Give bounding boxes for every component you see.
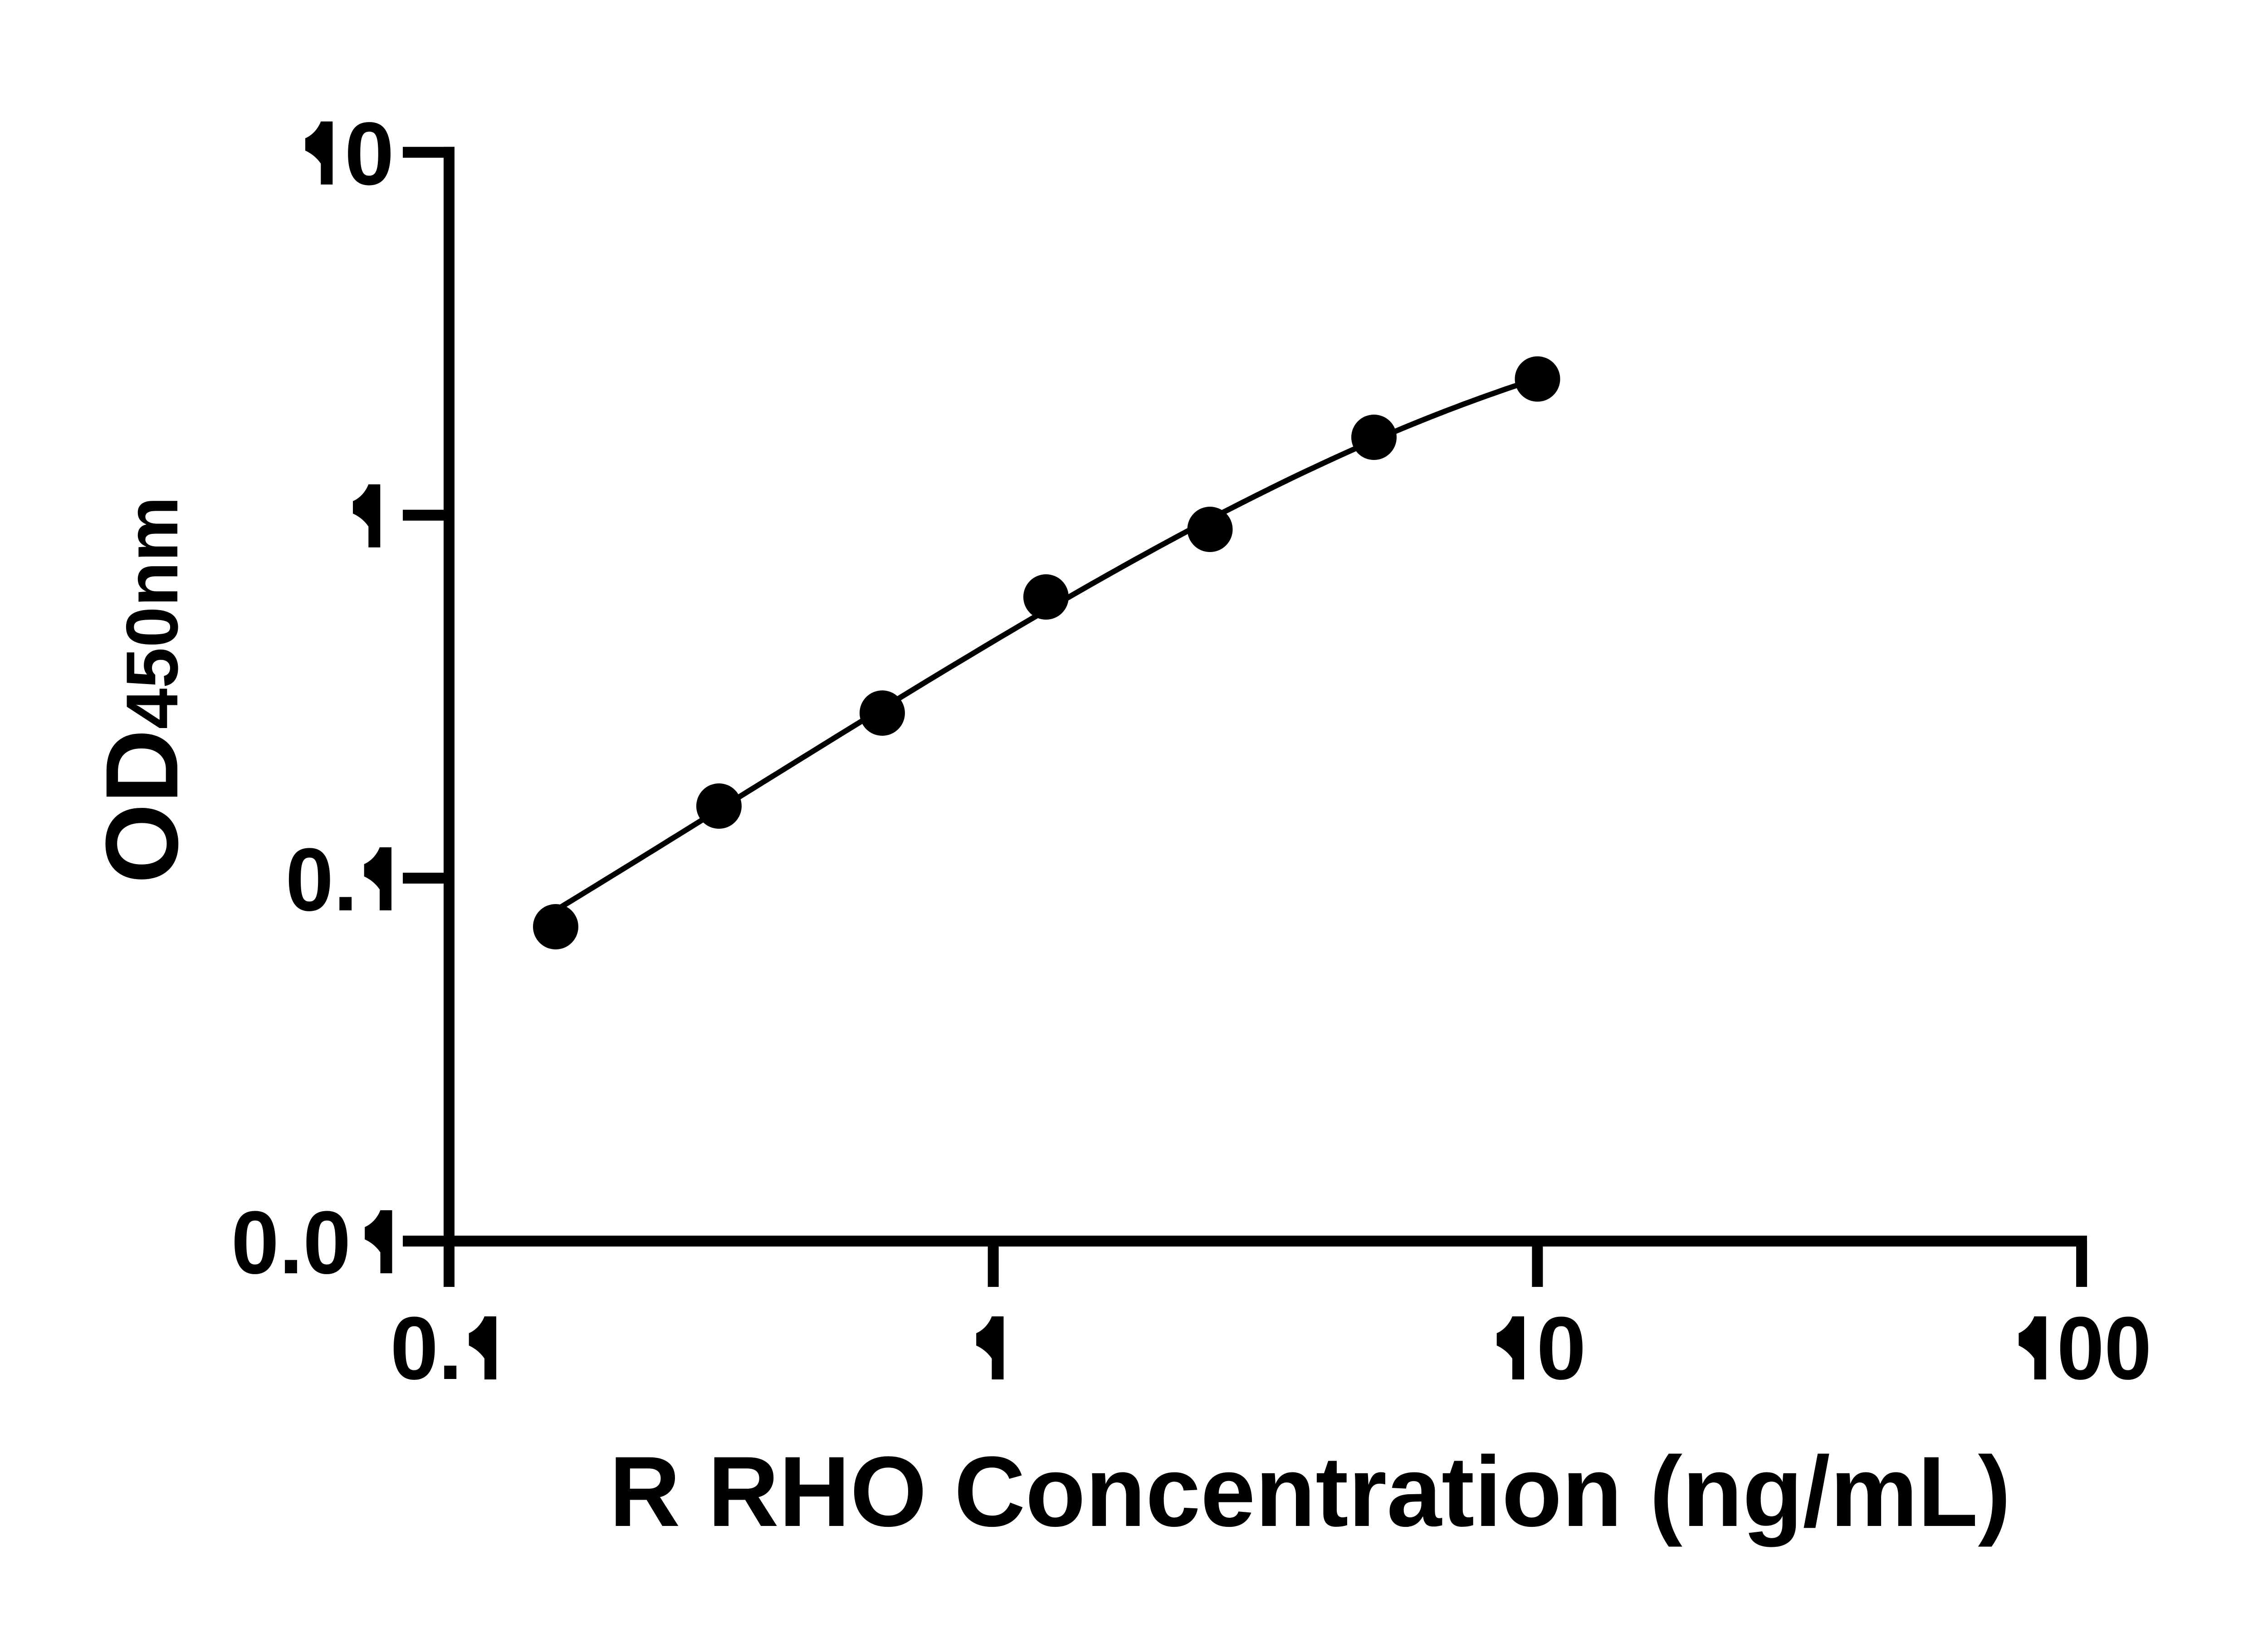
svg-text:0: 0 [1536,1298,1586,1398]
svg-text:00: 00 [2057,1298,2152,1398]
svg-text:OD450nm: OD450nm [85,496,200,884]
svg-text:R RHO Concentration (ng/mL): R RHO Concentration (ng/mL) [609,1436,2011,1547]
svg-text:0: 0 [344,104,394,204]
svg-text:0.: 0. [390,1298,462,1398]
svg-text:0.0: 0.0 [231,1193,351,1292]
svg-text:0.: 0. [285,830,357,929]
